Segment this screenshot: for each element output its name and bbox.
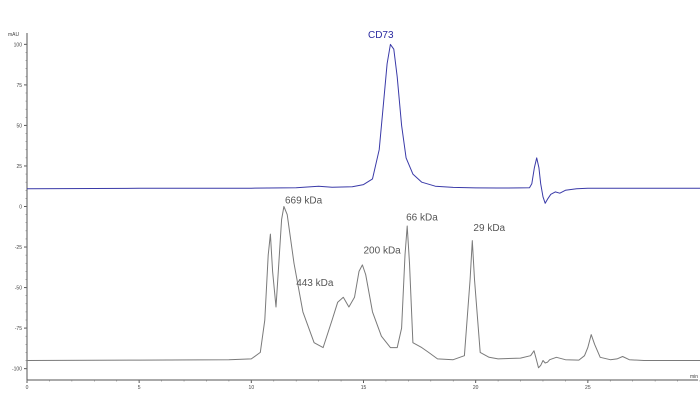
x-tick-label: 15 — [361, 385, 367, 391]
peak-label: 29 kDa — [473, 223, 505, 234]
y-tick-label: -25 — [15, 245, 22, 251]
x-tick-label: 10 — [249, 385, 255, 391]
y-tick-label: 0 — [19, 205, 22, 211]
x-tick-label: 0 — [26, 385, 29, 391]
peak-label: CD73 — [368, 30, 394, 41]
y-tick-label: 25 — [16, 164, 22, 170]
y-axis-unit-label: mAU — [8, 32, 20, 38]
y-tick-label: -50 — [15, 286, 22, 292]
series-layer — [26, 43, 700, 369]
axes: mAU min — [8, 32, 698, 381]
x-tick-label: 25 — [585, 385, 591, 391]
x-axis-ticks: 0 5 10 15 20 25 — [26, 380, 700, 391]
y-tick-label: 75 — [16, 83, 22, 89]
peak-label: 200 kDa — [364, 246, 402, 257]
series-line-standard — [26, 206, 700, 369]
peak-label: 669 kDa — [285, 195, 323, 206]
peak-label: 66 kDa — [406, 212, 438, 223]
y-tick-label: 100 — [14, 42, 23, 48]
peak-annotations: CD73 669 kDa 443 kDa 200 kDa 66 kDa 29 kDa — [285, 30, 506, 289]
y-axis-ticks: 100 75 50 25 0 -25 -50 -75 -100 — [12, 42, 27, 373]
series-line-cd73 — [26, 43, 700, 204]
x-tick-label: 5 — [138, 385, 141, 391]
y-tick-label: -75 — [15, 326, 22, 332]
x-tick-label: 20 — [473, 385, 479, 391]
peak-label: 443 kDa — [296, 278, 334, 289]
x-axis-unit-label: min — [690, 374, 698, 380]
y-tick-label: 50 — [16, 123, 22, 129]
y-tick-label: -100 — [12, 367, 22, 373]
